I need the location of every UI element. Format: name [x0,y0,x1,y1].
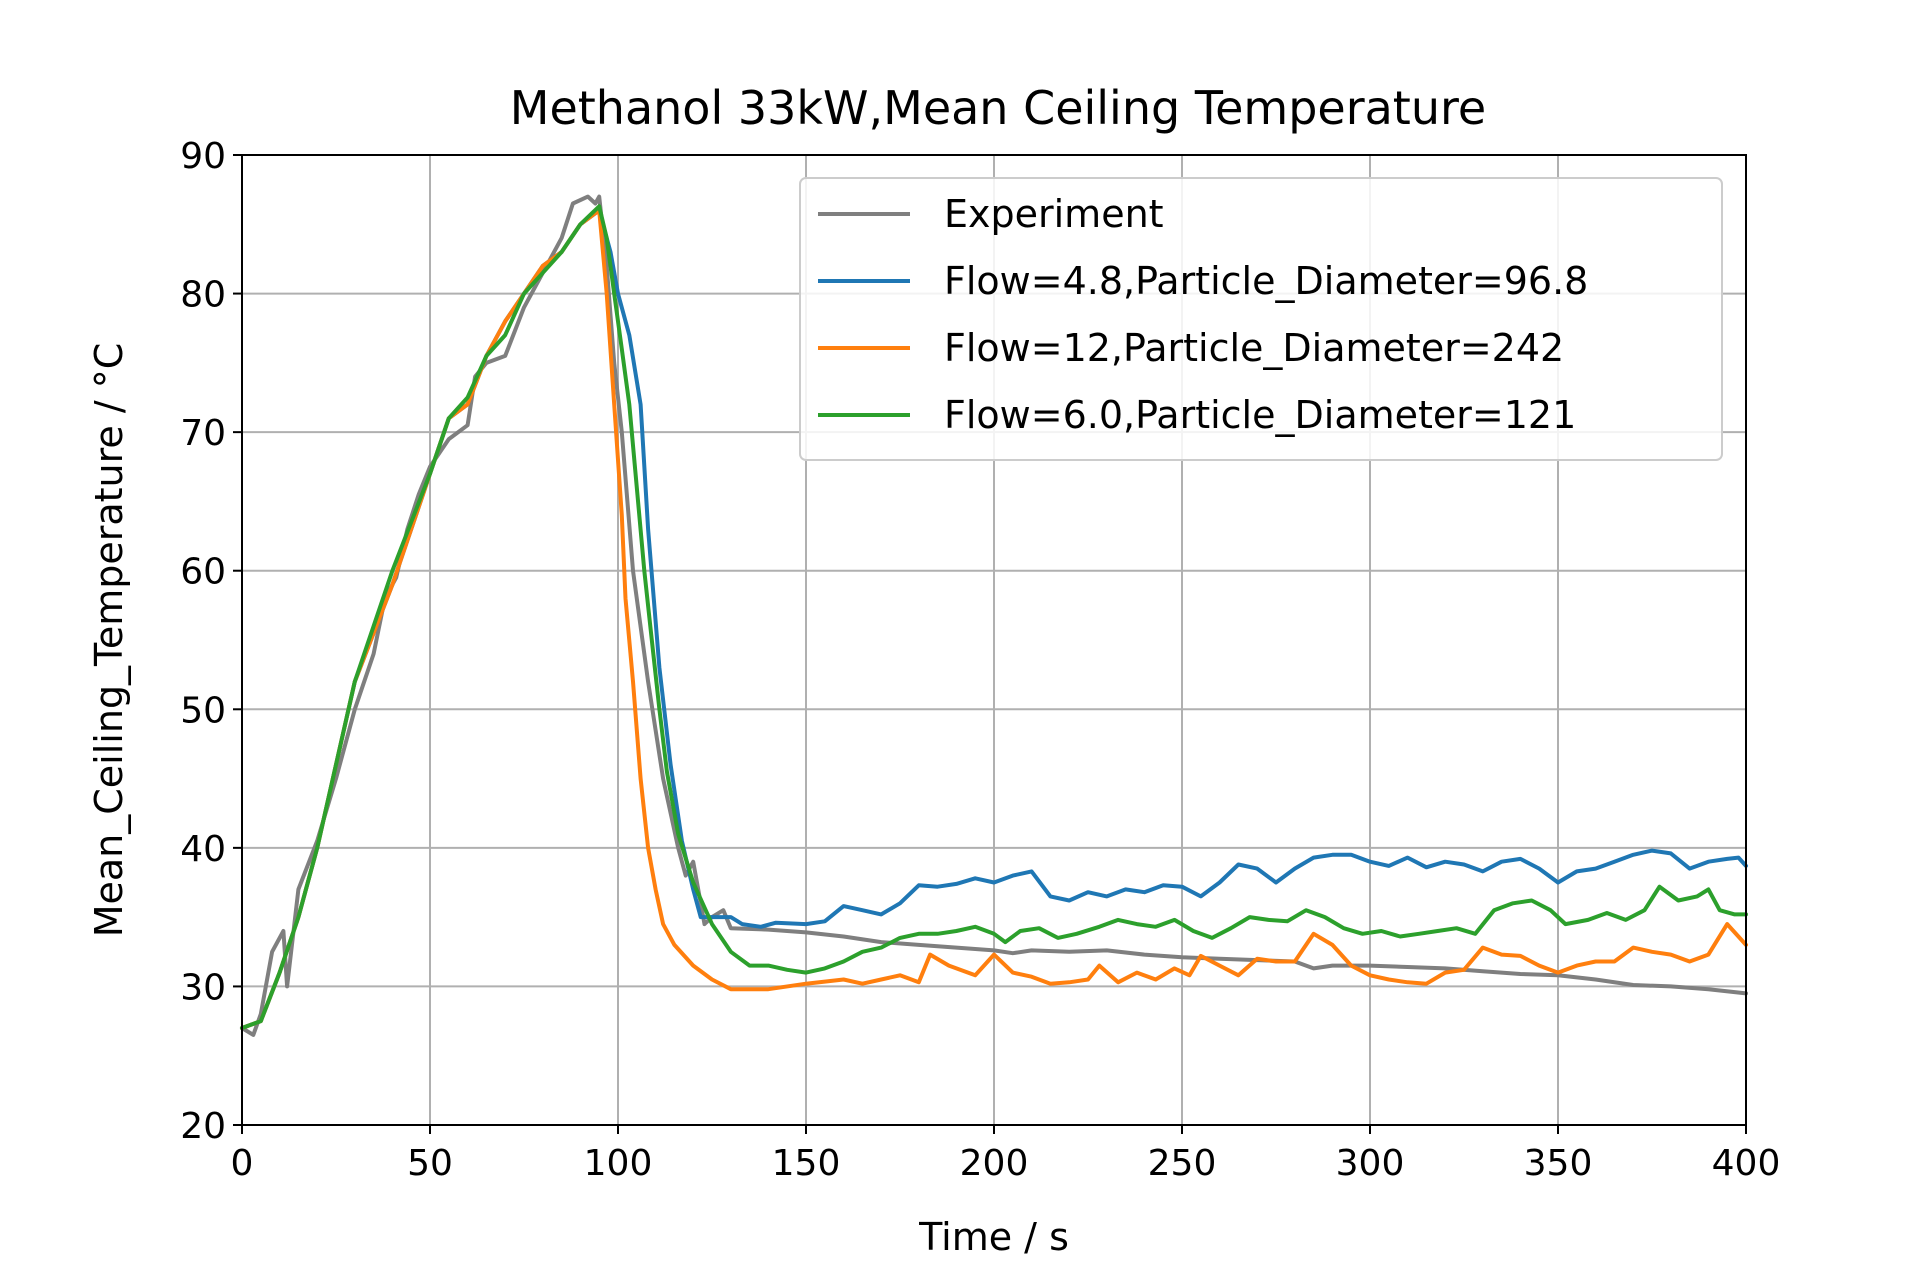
legend-label: Flow=6.0,Particle_Diameter=121 [944,393,1576,437]
y-tick-label: 80 [180,275,226,316]
series-layer [240,194,1748,1037]
legend-label: Experiment [944,192,1164,236]
y-tick-label: 50 [180,690,226,731]
x-tick-label: 150 [772,1143,841,1184]
x-tick-label: 0 [231,1143,254,1184]
x-tick-label: 350 [1524,1143,1593,1184]
legend-label: Flow=4.8,Particle_Diameter=96.8 [944,259,1588,303]
series-line-4 [240,204,1748,1030]
y-tick-label: 30 [180,967,226,1008]
x-tick-label: 300 [1336,1143,1405,1184]
x-tick-label: 250 [1148,1143,1217,1184]
y-tick-label: 60 [180,552,226,593]
legend-frame [799,177,1723,461]
x-tick-label: 100 [584,1143,653,1184]
legend-label: Flow=12,Particle_Diameter=242 [944,326,1564,370]
chart-title: Methanol 33kW,Mean Ceiling Temperature [510,81,1486,135]
x-tick-label: 50 [407,1143,453,1184]
y-tick-label: 90 [180,136,226,177]
x-tick-label: 400 [1712,1143,1781,1184]
y-tick-label: 20 [180,1106,226,1147]
y-axis: 20 30 40 50 60 70 80 90 [180,136,242,1147]
series-line-3 [240,208,1748,1030]
x-axis-label: Time / s [918,1215,1069,1259]
y-tick-label: 70 [180,413,226,454]
x-tick-label: 200 [960,1143,1029,1184]
y-tick-label: 40 [180,829,226,870]
x-axis: 0 50 100 150 200 250 300 350 400 [231,1125,1781,1184]
legend: Experiment Flow=4.8,Particle_Diameter=96.… [799,177,1723,461]
y-axis-label: Mean_Ceiling_Temperature / °C [87,343,131,938]
